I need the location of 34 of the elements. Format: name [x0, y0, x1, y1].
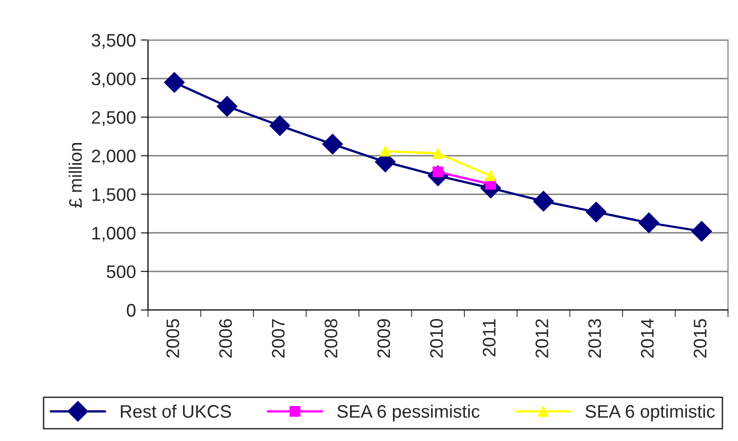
x-tick-label: 2011: [482, 319, 496, 356]
y-tick-label: 1,500: [92, 188, 136, 204]
x-tick-label: 2012: [536, 319, 548, 358]
y-tick-label: 2,500: [92, 111, 136, 126]
x-tick-label: 2010: [430, 319, 443, 358]
x-tick-label: 2013: [588, 319, 602, 358]
legend-label: SEA 6 optimistic: [586, 404, 715, 422]
point: [691, 220, 712, 242]
x-tick-label: 2009: [377, 319, 390, 358]
point: [164, 72, 185, 93]
point: [586, 202, 607, 222]
y-tick-label: 3,000: [92, 72, 136, 88]
y-tick-label: 500: [106, 265, 136, 278]
x-tick-label: 2006: [219, 319, 232, 358]
x-tick-label: 2007: [272, 319, 285, 358]
y-tick-label: 1,000: [92, 226, 136, 242]
point: [380, 146, 391, 156]
point: [269, 115, 290, 136]
y-tick-label: 3,500: [92, 34, 136, 49]
point: [216, 96, 238, 117]
y-tick-label: 2,000: [92, 150, 136, 165]
x-tick-label: 2014: [640, 318, 654, 358]
y-axis-title: £ million: [68, 143, 82, 208]
x-tick-label: 2005: [166, 319, 180, 358]
point: [432, 148, 444, 159]
legend-label: Rest of UKCS: [120, 404, 231, 418]
point: [485, 170, 496, 182]
point: [638, 212, 660, 234]
point: [322, 134, 343, 154]
point: [533, 190, 554, 212]
x-tick-label: 2008: [324, 319, 338, 358]
y-tick-label: 0: [126, 304, 136, 317]
x-tick-label: 2015: [694, 319, 706, 358]
legend-label: SEA 6 pessimistic: [337, 404, 480, 422]
